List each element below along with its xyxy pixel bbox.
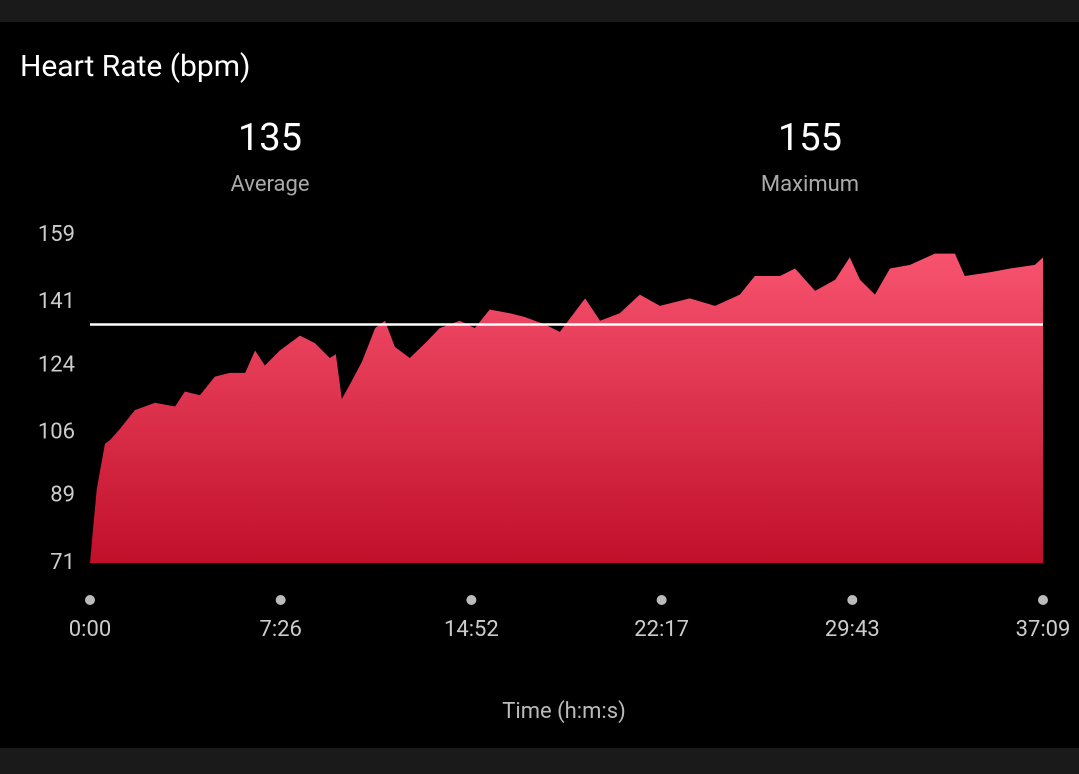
x-tick-label: 22:17 — [634, 617, 689, 642]
x-tick-label: 29:43 — [825, 617, 880, 642]
x-tick-dot — [847, 595, 858, 605]
y-tick-label: 89 — [50, 483, 75, 508]
x-axis-label: Time (h:m:s) — [502, 699, 626, 724]
heart-rate-area — [90, 253, 1043, 564]
x-tick-dot — [85, 595, 95, 605]
x-tick-label: 14:52 — [444, 617, 499, 642]
stat-label: Average — [230, 172, 309, 197]
stat-value: 155 — [778, 116, 842, 160]
x-tick-dot — [466, 595, 477, 605]
y-tick-label: 106 — [38, 419, 75, 444]
y-tick-label: 124 — [38, 352, 75, 377]
chart-title: Heart Rate (bpm) — [20, 49, 250, 84]
x-tick-dot — [1038, 595, 1048, 605]
x-tick-dot — [656, 595, 667, 605]
y-tick-label: 159 — [38, 222, 75, 247]
x-tick-label: 7:26 — [259, 617, 301, 642]
stat-label: Maximum — [761, 172, 859, 197]
top-bar — [0, 0, 1079, 22]
x-tick-label: 37:09 — [1016, 617, 1071, 642]
y-tick-label: 141 — [38, 289, 75, 314]
x-tick-label: 0:00 — [69, 617, 111, 642]
x-tick-dot — [275, 595, 286, 605]
stat-value: 135 — [238, 116, 302, 160]
bottom-bar — [0, 748, 1079, 774]
y-tick-label: 71 — [50, 550, 75, 575]
